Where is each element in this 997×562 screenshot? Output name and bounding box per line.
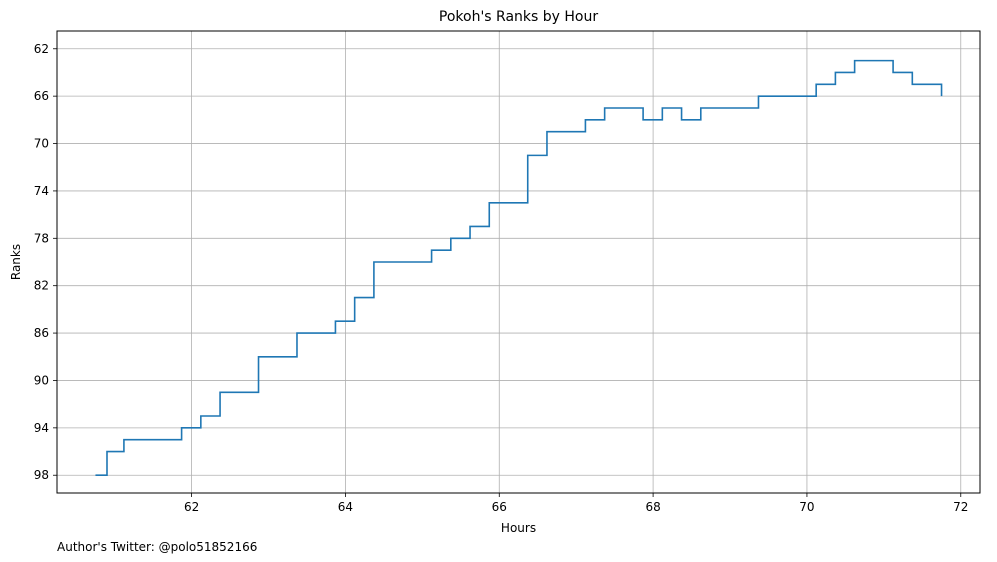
y-tick-label: 74 xyxy=(34,184,49,198)
y-tick-label: 62 xyxy=(34,42,49,56)
y-axis-ticks: 62 66 70 74 78 82 86 90 94 98 xyxy=(34,42,57,482)
y-tick-label: 78 xyxy=(34,231,49,245)
y-tick-label: 70 xyxy=(34,137,49,151)
x-tick-label: 66 xyxy=(492,500,507,514)
x-tick-label: 62 xyxy=(184,500,199,514)
y-axis-label: Ranks xyxy=(9,244,23,280)
x-axis-ticks: 62 64 66 68 70 72 xyxy=(184,493,968,514)
rank-step-line xyxy=(95,59,943,477)
y-tick-label: 86 xyxy=(34,326,49,340)
y-tick-label: 82 xyxy=(34,279,49,293)
y-tick-label: 66 xyxy=(34,89,49,103)
grid-lines xyxy=(57,31,980,493)
x-tick-label: 70 xyxy=(799,500,814,514)
x-axis-label: Hours xyxy=(501,521,536,535)
x-tick-label: 68 xyxy=(645,500,660,514)
x-tick-label: 64 xyxy=(338,500,353,514)
x-tick-label: 72 xyxy=(953,500,968,514)
y-tick-label: 98 xyxy=(34,468,49,482)
plot-frame xyxy=(56,30,981,494)
author-twitter-annotation: Author's Twitter: @polo51852166 xyxy=(57,540,257,554)
y-tick-label: 90 xyxy=(34,373,49,387)
y-tick-label: 94 xyxy=(34,421,49,435)
chart-title: Pokoh's Ranks by Hour xyxy=(439,9,598,25)
series-layer xyxy=(95,59,943,477)
